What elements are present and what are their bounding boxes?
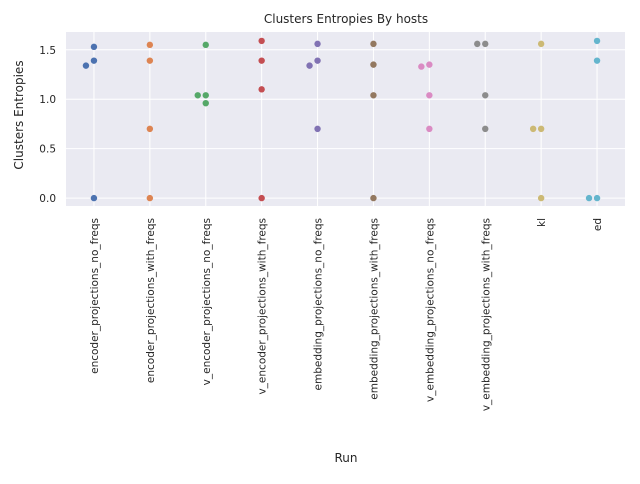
x-tick-label: v_embedding_projections_no_freqs — [424, 218, 436, 402]
y-tick-labels: 0.0 0.5 1.0 1.5 — [39, 45, 56, 205]
x-tick-labels: encoder_projections_no_freqs encoder_proj… — [89, 218, 604, 411]
y-tick-label: 0.5 — [39, 144, 56, 156]
data-point — [202, 92, 209, 99]
x-tick-label: kl — [536, 218, 548, 227]
data-point — [593, 57, 601, 64]
data-point — [202, 41, 209, 49]
data-point — [585, 194, 593, 202]
data-point — [82, 62, 90, 69]
data-point — [90, 57, 98, 64]
y-tick-label: 1.0 — [39, 94, 56, 106]
data-point — [426, 125, 433, 133]
data-point — [529, 125, 537, 133]
data-point — [258, 57, 265, 64]
data-point — [537, 125, 545, 133]
data-point — [370, 194, 377, 202]
data-point — [593, 194, 601, 202]
plot-area — [66, 32, 625, 206]
data-point — [146, 41, 154, 49]
data-point — [314, 125, 321, 133]
data-point — [370, 92, 377, 99]
data-point — [146, 194, 154, 202]
data-point — [258, 37, 265, 45]
x-tick-label: v_encoder_projections_with_freqs — [257, 218, 269, 395]
data-point — [90, 43, 98, 51]
data-point — [258, 194, 265, 202]
data-point — [90, 194, 98, 202]
y-tick-label: 1.5 — [39, 45, 56, 57]
data-point — [537, 194, 545, 202]
x-tick-label: embedding_projections_with_freqs — [368, 218, 380, 400]
x-tick-label: encoder_projections_no_freqs — [89, 218, 101, 374]
data-point — [194, 92, 201, 99]
data-points — [82, 37, 601, 202]
data-point — [537, 40, 545, 48]
y-axis-label: Clusters Entropies — [12, 60, 26, 169]
y-tick-label: 0.0 — [39, 193, 56, 205]
data-point — [426, 92, 433, 99]
data-point — [146, 57, 154, 64]
data-point — [146, 125, 154, 133]
data-point — [474, 40, 481, 48]
data-point — [306, 62, 313, 69]
data-point — [258, 86, 265, 93]
data-point — [593, 37, 601, 45]
x-axis-label: Run — [334, 451, 357, 465]
data-point — [482, 40, 489, 48]
chart-title: Clusters Entropies By hosts — [264, 12, 428, 26]
data-point — [482, 125, 489, 133]
data-point — [370, 40, 377, 48]
x-tick-label: embedding_projections_no_freqs — [313, 218, 325, 391]
data-point — [314, 57, 321, 64]
x-tick-label: ed — [592, 218, 604, 231]
data-point — [482, 92, 489, 99]
data-point — [202, 99, 209, 107]
data-point — [418, 63, 425, 70]
data-point — [314, 40, 321, 48]
data-point — [370, 61, 377, 68]
x-tick-label: v_embedding_projections_with_freqs — [480, 218, 492, 411]
data-point — [426, 61, 433, 68]
x-tick-label: encoder_projections_with_freqs — [145, 218, 157, 383]
x-tick-label: v_encoder_projections_no_freqs — [201, 218, 213, 385]
